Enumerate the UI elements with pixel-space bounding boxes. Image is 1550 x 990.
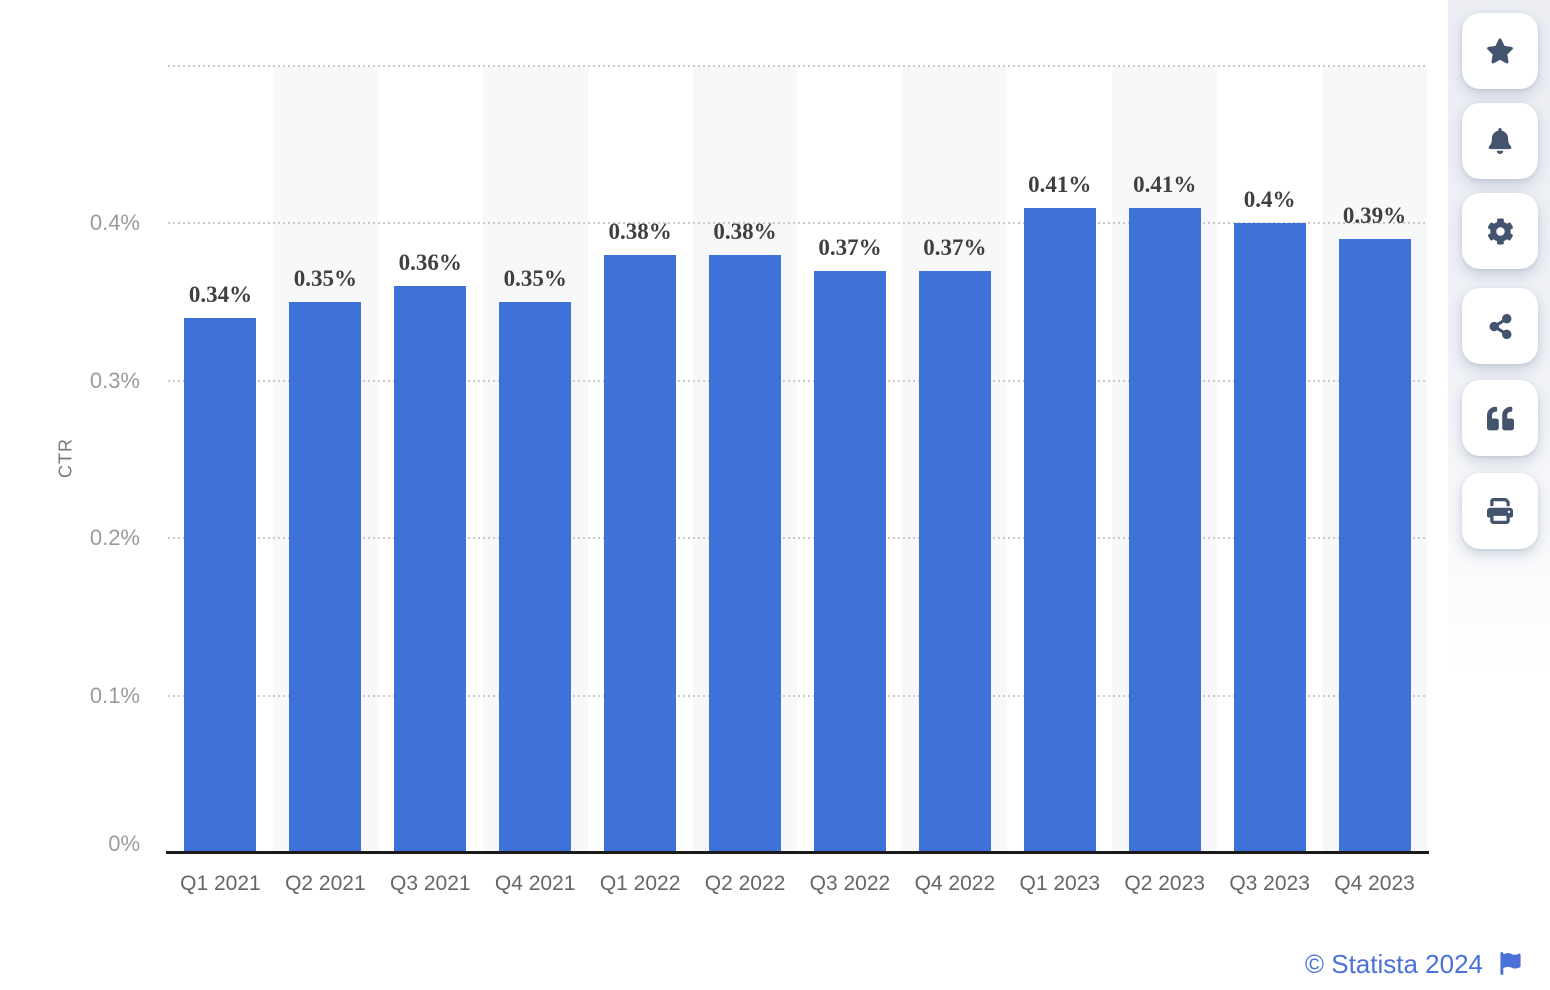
print-icon [1487,498,1513,524]
bar[interactable] [604,254,677,853]
y-axis-title: CTR [55,438,76,478]
copyright-link[interactable]: © Statista 2024 [1304,949,1483,979]
bar-value-label: 0.36% [398,250,462,276]
gear-icon [1487,217,1514,245]
bar-value-label: 0.35% [293,266,357,292]
bar[interactable] [1023,207,1096,853]
bar-value-label: 0.4% [1243,187,1296,213]
bar-value-label: 0.41% [1133,171,1197,197]
bell-icon [1487,128,1513,154]
bar[interactable] [1233,223,1306,853]
bar-value-label: 0.37% [923,234,987,260]
y-axis-tick-label: 0.1% [89,682,140,708]
print-button[interactable] [1462,473,1538,549]
y-axis-tick-label: 0.3% [89,367,140,393]
x-axis-label: Q4 2022 [914,872,996,895]
settings-button[interactable] [1462,193,1538,269]
bar[interactable] [184,317,257,853]
gridline [168,65,1427,67]
bar[interactable] [1338,239,1411,853]
notifications-button[interactable] [1462,103,1538,179]
bar-value-label: 0.41% [1028,171,1092,197]
bar-value-label: 0.39% [1342,203,1407,229]
y-axis-tick-label: 0% [108,831,140,856]
x-axis-label: Q2 2023 [1124,872,1205,895]
x-axis-label: Q4 2021 [494,872,576,895]
x-axis-label: Q4 2023 [1334,872,1415,895]
bar[interactable] [918,270,991,853]
bar-value-label: 0.34% [188,281,253,307]
bar[interactable] [813,270,886,853]
x-axis-label: Q1 2022 [599,872,681,895]
x-axis-label: Q3 2023 [1229,872,1310,895]
y-axis-tick-label: 0.4% [89,210,140,236]
x-axis-label: Q1 2023 [1019,872,1101,895]
x-axis-label: Q2 2022 [704,872,786,895]
report-flag-button[interactable] [1499,951,1522,978]
x-axis-label: Q1 2021 [180,872,261,895]
y-axis-tick-label: 0.2% [89,525,140,551]
star-icon [1486,37,1514,65]
bar[interactable] [394,286,467,853]
cite-button[interactable] [1462,380,1538,456]
favorite-button[interactable] [1462,13,1538,89]
x-axis-line [166,851,1429,854]
bar-value-label: 0.37% [818,234,882,260]
footer: © Statista 2024 [1305,949,1522,980]
bar[interactable] [499,302,572,853]
x-axis-label: Q2 2021 [285,872,366,895]
bar[interactable] [1128,207,1201,853]
bar-value-label: 0.35% [503,266,567,292]
bar[interactable] [709,254,782,853]
quote-icon [1486,405,1514,432]
x-axis-label: Q3 2022 [809,872,891,895]
share-icon [1488,313,1513,339]
bar-value-label: 0.38% [608,218,672,244]
x-axis-label: Q3 2021 [389,872,471,895]
flag-icon [1499,951,1522,978]
bar[interactable] [289,302,362,853]
share-button[interactable] [1462,288,1538,364]
bar-value-label: 0.38% [713,218,777,244]
